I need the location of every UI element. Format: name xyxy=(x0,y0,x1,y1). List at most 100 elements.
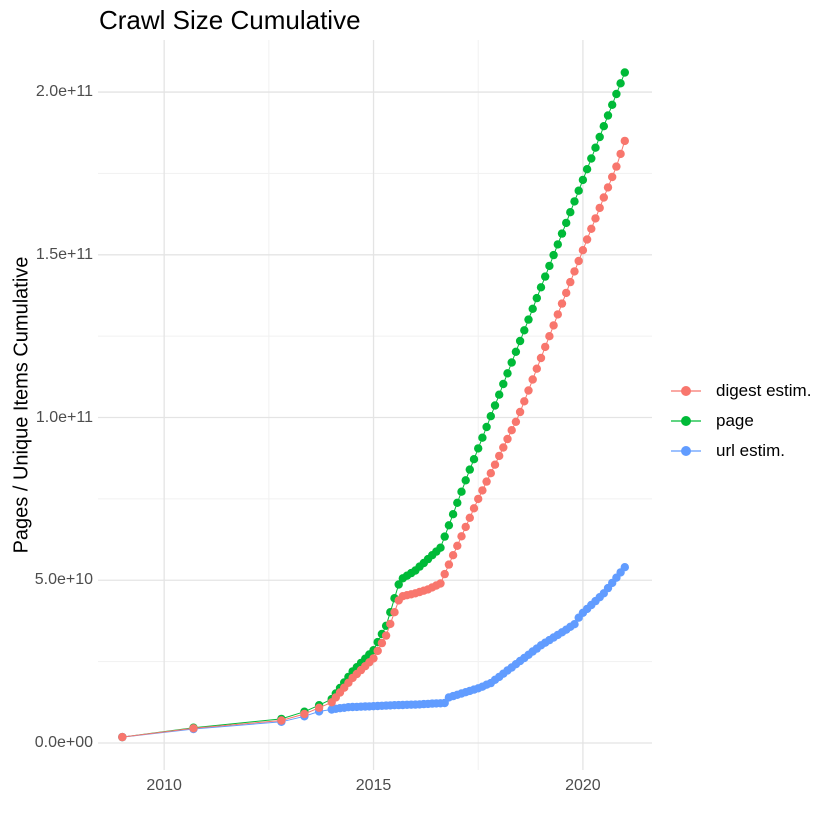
legend-item-digest-estim: digest estim. xyxy=(670,376,811,406)
data-point-digest-estim xyxy=(545,332,554,341)
data-point-digest-estim xyxy=(603,183,613,192)
y-tick-label: 5.0e+10 xyxy=(34,571,93,589)
y-tick-label: 2.0e+11 xyxy=(35,83,93,101)
data-point-page xyxy=(394,580,403,589)
data-point-digest-estim xyxy=(381,631,391,640)
data-point-page xyxy=(578,175,588,185)
data-point-page xyxy=(582,165,592,174)
data-point-digest-estim xyxy=(189,724,198,733)
data-point-page xyxy=(465,465,474,474)
data-point-page xyxy=(570,197,579,206)
data-point-page xyxy=(515,336,525,346)
y-tick-label: 0.0e+00 xyxy=(34,733,93,751)
data-point-digest-estim xyxy=(453,541,462,550)
data-point-page xyxy=(457,487,466,496)
data-point-digest-estim xyxy=(495,451,504,461)
legend-key-point xyxy=(681,416,691,426)
data-point-digest-estim xyxy=(587,224,596,233)
data-point-digest-estim xyxy=(570,267,579,276)
data-point-page xyxy=(440,532,449,541)
data-point-page xyxy=(503,369,512,378)
data-point-page xyxy=(436,543,445,552)
data-point-page xyxy=(495,390,504,399)
data-point-digest-estim xyxy=(369,654,378,663)
data-point-page xyxy=(461,476,470,485)
data-point-digest-estim xyxy=(574,256,583,266)
data-point-page xyxy=(574,186,583,195)
data-point-digest-estim xyxy=(373,646,382,656)
data-point-digest-estim xyxy=(469,504,479,513)
data-point-page xyxy=(553,240,562,249)
data-point-url-estim xyxy=(620,563,629,572)
data-point-page xyxy=(562,218,571,228)
data-point-digest-estim xyxy=(520,397,529,406)
data-point-digest-estim xyxy=(300,709,309,719)
data-point-digest-estim xyxy=(457,532,466,541)
legend-label: page xyxy=(716,411,754,430)
x-tick-label: 2015 xyxy=(355,777,392,794)
legend: digest estim. page url estim. xyxy=(670,376,811,466)
data-point-digest-estim xyxy=(528,375,537,384)
data-point-digest-estim xyxy=(377,638,387,648)
legend-label: url estim. xyxy=(716,441,785,460)
data-point-page xyxy=(486,412,495,421)
data-point-digest-estim xyxy=(474,494,483,504)
data-point-digest-estim xyxy=(620,136,629,146)
data-point-digest-estim xyxy=(482,477,491,486)
data-point-page xyxy=(599,122,608,131)
data-point-page xyxy=(591,143,600,152)
data-point-digest-estim xyxy=(386,619,395,629)
data-point-digest-estim xyxy=(277,716,286,725)
data-point-page xyxy=(532,293,541,303)
data-point-digest-estim xyxy=(536,353,546,363)
data-point-page xyxy=(528,304,537,313)
data-point-digest-estim xyxy=(444,560,454,569)
data-point-digest-estim xyxy=(591,214,600,223)
data-point-page xyxy=(541,272,550,281)
data-point-digest-estim xyxy=(578,246,588,255)
data-point-page xyxy=(566,208,575,217)
data-point-digest-estim xyxy=(608,172,617,182)
data-point-url-estim xyxy=(570,620,579,629)
data-point-digest-estim xyxy=(557,299,567,308)
data-point-page xyxy=(511,347,521,356)
data-point-page xyxy=(557,229,567,238)
legend-key-url-estim xyxy=(671,446,701,456)
x-tick-label: 2010 xyxy=(146,777,182,794)
data-point-page xyxy=(595,132,604,142)
data-point-digest-estim xyxy=(532,364,541,373)
chart-title: Crawl Size Cumulative xyxy=(99,5,361,35)
data-point-page xyxy=(490,401,500,410)
x-tick-label: 2020 xyxy=(565,777,601,794)
data-point-page xyxy=(474,444,483,453)
legend-key-page xyxy=(671,416,701,426)
data-point-digest-estim xyxy=(595,203,604,213)
data-point-digest-estim xyxy=(553,310,562,319)
data-point-page xyxy=(616,79,625,88)
legend-key-digest-estim xyxy=(671,386,701,396)
data-point-digest-estim xyxy=(524,386,533,395)
data-point-digest-estim xyxy=(448,551,458,560)
data-point-digest-estim xyxy=(486,469,495,478)
data-point-page xyxy=(453,498,462,507)
legend-key-point xyxy=(681,446,691,456)
data-point-digest-estim xyxy=(599,193,608,202)
data-point-digest-estim xyxy=(465,513,474,522)
data-point-digest-estim xyxy=(541,342,550,352)
data-point-page xyxy=(608,100,617,110)
data-point-page xyxy=(536,283,546,292)
data-point-digest-estim xyxy=(616,149,625,159)
data-point-page xyxy=(444,521,454,530)
data-point-page xyxy=(469,455,479,464)
legend-label: digest estim. xyxy=(716,381,812,400)
y-axis-title: Pages / Unique Items Cumulative xyxy=(10,256,33,554)
y-tick-label: 1.0e+11 xyxy=(35,408,93,426)
data-point-page xyxy=(478,433,487,442)
major-gridlines xyxy=(98,40,652,770)
data-point-digest-estim xyxy=(490,460,500,469)
y-tick-label: 1.5e+11 xyxy=(35,245,93,263)
data-point-digest-estim xyxy=(582,235,592,244)
data-point-digest-estim xyxy=(511,417,521,426)
